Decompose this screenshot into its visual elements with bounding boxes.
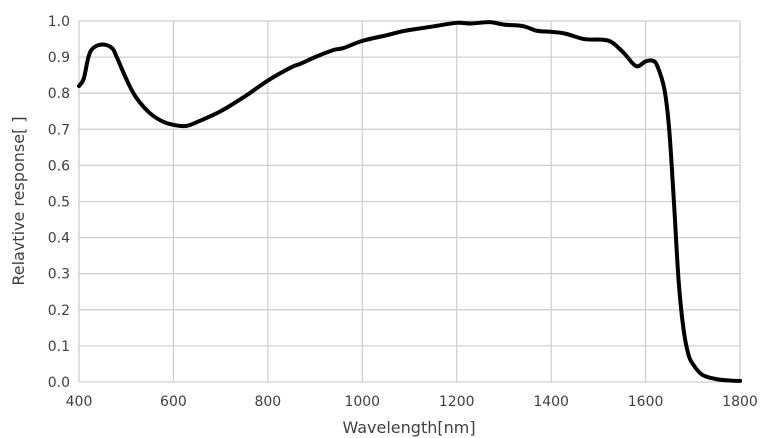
y-tick-label: 0.8: [48, 86, 70, 102]
x-axis-title: Wavelength[nm]: [342, 418, 475, 437]
response-series-line: [77, 20, 742, 383]
y-axis-title: Relavtive response[ ]: [9, 116, 28, 285]
y-tick-label: 0.6: [48, 158, 70, 174]
x-tick-label: 1400: [533, 394, 569, 410]
y-tick-labels: 0.0 0.1 0.2 0.3 0.4 0.5 0.6 0.7 0.8 0.9 1.0: [48, 14, 70, 391]
x-tick-label: 1000: [344, 394, 380, 410]
y-tick-label: 0.2: [48, 303, 70, 319]
x-tick-label: 1600: [628, 394, 664, 410]
x-tick-label: 400: [66, 394, 93, 410]
y-tick-label: 0.7: [48, 122, 70, 138]
x-tick-label: 1200: [439, 394, 475, 410]
y-tick-label: 0.9: [48, 50, 70, 66]
x-tick-label: 600: [160, 394, 187, 410]
y-tick-label: 0.3: [48, 267, 70, 283]
x-tick-label: 800: [254, 394, 281, 410]
y-gridlines: [79, 20, 740, 383]
y-tick-label: 0.1: [48, 339, 70, 355]
y-tick-label: 1.0: [48, 14, 70, 30]
y-tick-label: 0.4: [48, 231, 70, 247]
x-tick-label: 1800: [722, 394, 758, 410]
y-tick-label: 0.0: [48, 375, 70, 391]
x-tick-labels: 400 600 800 1000 1200 1400 1600 1800: [66, 394, 758, 410]
series-group: [77, 20, 742, 383]
y-tick-label: 0.5: [48, 195, 70, 211]
